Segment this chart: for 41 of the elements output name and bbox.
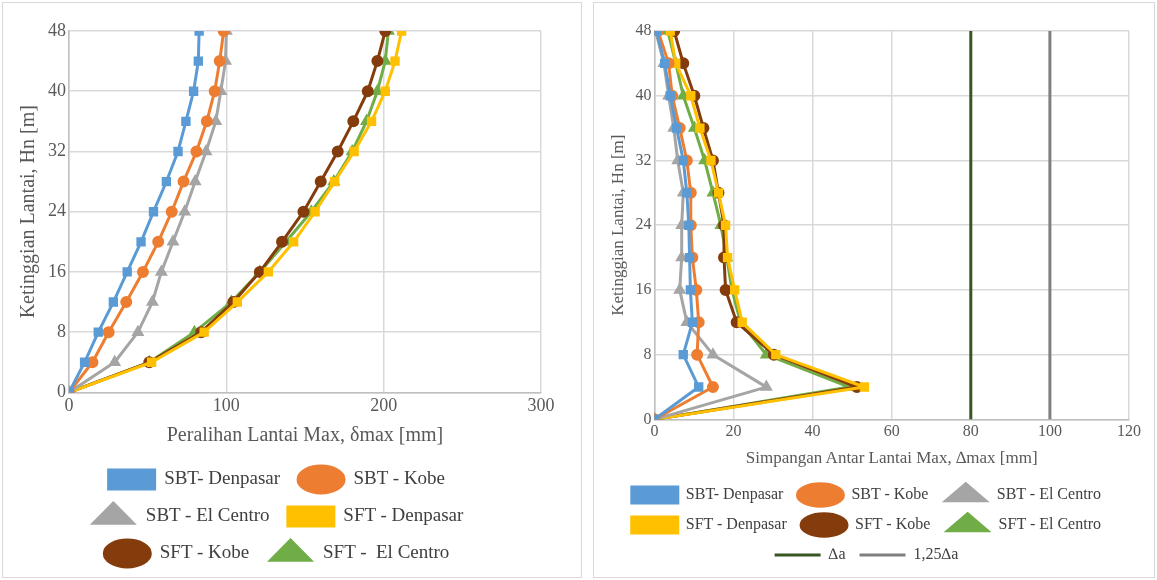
legend-label: SFT - El Centro [998, 515, 1101, 533]
x-axis-title: Peralihan Lantai Max, δmax [mm] [166, 423, 444, 446]
legend-label: SFT - Kobe [159, 541, 250, 563]
x-tick-label: 100 [212, 394, 240, 415]
y-tick-label: 48 [635, 21, 652, 39]
y-axis-title: Ketinggian Lantai, Hn [m] [607, 134, 627, 316]
legend-label: SBT- Denpasar [685, 485, 785, 504]
legend-label: ∆a [828, 545, 846, 563]
y-tick-label: 24 [635, 215, 652, 233]
y-tick-label: 0 [643, 409, 652, 427]
x-axis-title: Simpangan Antar Lantai Max, ∆max [mm] [745, 448, 1038, 468]
x-tick-label: 100 [1037, 422, 1062, 440]
legend-label: SBT - El Centro [145, 504, 270, 526]
x-tick-label: 300 [527, 394, 555, 415]
legend-label: SFT - El Centro [323, 541, 450, 563]
y-tick-label: 40 [48, 79, 66, 100]
legend-label: SBT - El Centro [996, 485, 1101, 503]
y-tick-label: 8 [643, 344, 652, 362]
y-tick-label: 8 [57, 320, 66, 341]
legend-label: SBT- Denpasar [164, 467, 281, 489]
y-tick-label: 24 [48, 200, 66, 221]
y-tick-label: 32 [635, 150, 652, 168]
y-tick-label: 16 [48, 260, 66, 281]
x-tick-label: 60 [883, 422, 900, 440]
y-tick-label: 48 [48, 19, 66, 40]
x-tick-label: 80 [962, 422, 979, 440]
legend-label: SFT - Denpasar [343, 504, 464, 526]
legend-label: 1,25∆a [913, 545, 959, 563]
x-tick-label: 120 [1117, 422, 1141, 440]
legend-label: SFT - Denpasar [685, 515, 788, 534]
y-tick-label: 16 [635, 280, 652, 298]
y-axis-title: Ketinggian Lantai, Hn [m] [16, 105, 40, 319]
x-tick-label: 40 [804, 422, 821, 440]
y-tick-label: 32 [48, 140, 66, 161]
legend-label: SBT - Kobe [353, 467, 446, 489]
y-tick-label: 0 [57, 381, 66, 402]
legend-label: SBT - Kobe [851, 485, 929, 503]
y-tick-label: 40 [635, 85, 652, 103]
legend-label: SFT - Kobe [855, 515, 931, 533]
x-tick-label: 200 [370, 394, 398, 415]
x-tick-label: 20 [725, 422, 742, 440]
